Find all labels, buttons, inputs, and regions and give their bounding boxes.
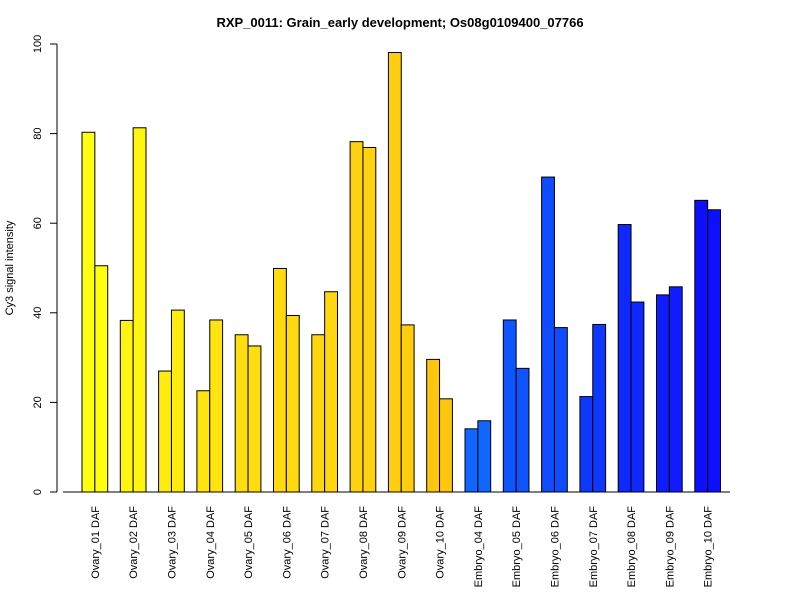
bar: [196, 390, 211, 493]
bar: [273, 267, 287, 493]
y-axis-label: Cy3 signal intensity: [4, 220, 16, 315]
bar: [579, 396, 594, 493]
category-labels: Ovary_01 DAF Ovary_02 DAF Ovary_03 DAF Ovar…: [90, 506, 715, 588]
category-label: Embryo_08 DAF: [626, 506, 638, 588]
bar: [502, 319, 517, 493]
bar: [81, 131, 96, 493]
bar: [170, 309, 185, 493]
bar: [707, 209, 722, 493]
bar: [515, 367, 530, 493]
bar: [324, 291, 338, 493]
bar: [362, 146, 377, 493]
bar: [464, 428, 479, 493]
category-label: Embryo_07 DAF: [588, 506, 600, 588]
bar: [630, 301, 645, 493]
category-label: Ovary_06 DAF: [281, 506, 293, 579]
bar: [553, 327, 568, 493]
category-label: Ovary_02 DAF: [128, 506, 140, 579]
category-label: Ovary_08 DAF: [358, 506, 370, 579]
y-tick-label: 20: [32, 396, 44, 408]
category-label: Ovary_01 DAF: [90, 506, 102, 579]
category-label: Ovary_04 DAF: [205, 506, 217, 579]
category-label: Embryo_09 DAF: [664, 506, 676, 588]
chart-title: RXP_0011: Grain_early development; Os08g…: [216, 15, 583, 30]
bar: [694, 199, 709, 493]
bar: [94, 265, 109, 493]
category-label: Ovary_09 DAF: [396, 506, 408, 579]
category-label: Embryo_10 DAF: [703, 506, 715, 588]
bar: [311, 334, 326, 493]
y-tick-label: 40: [32, 307, 44, 319]
bar: [132, 127, 147, 493]
bar: [119, 319, 134, 493]
bar: [349, 141, 364, 493]
y-axis: 0 20 40 60 80 100: [32, 35, 58, 495]
category-label: Ovary_10 DAF: [435, 506, 447, 579]
category-label: Ovary_07 DAF: [320, 506, 332, 579]
bar: [668, 286, 683, 493]
category-label: Embryo_05 DAF: [511, 506, 523, 588]
category-label: Embryo_04 DAF: [473, 506, 485, 588]
bar: [617, 224, 632, 493]
y-tick-label: 80: [32, 127, 44, 139]
bar: [387, 52, 402, 493]
category-label: Ovary_05 DAF: [243, 506, 255, 579]
y-tick-label: 100: [32, 35, 44, 53]
y-tick-label: 0: [32, 489, 44, 495]
y-tick-label: 60: [32, 217, 44, 229]
bar: [426, 358, 441, 493]
bars-group: [81, 52, 722, 493]
bar: [209, 319, 224, 493]
bar: [400, 324, 415, 493]
bar: [656, 294, 670, 493]
category-label: Ovary_03 DAF: [166, 506, 178, 579]
bar: [158, 370, 172, 493]
bar: [247, 345, 262, 493]
bar: [592, 323, 607, 493]
bar: [234, 334, 249, 493]
category-label: Embryo_06 DAF: [549, 506, 561, 588]
bar: [439, 398, 453, 493]
bar: [541, 176, 555, 493]
bar: [285, 314, 300, 493]
bar: [477, 420, 492, 493]
